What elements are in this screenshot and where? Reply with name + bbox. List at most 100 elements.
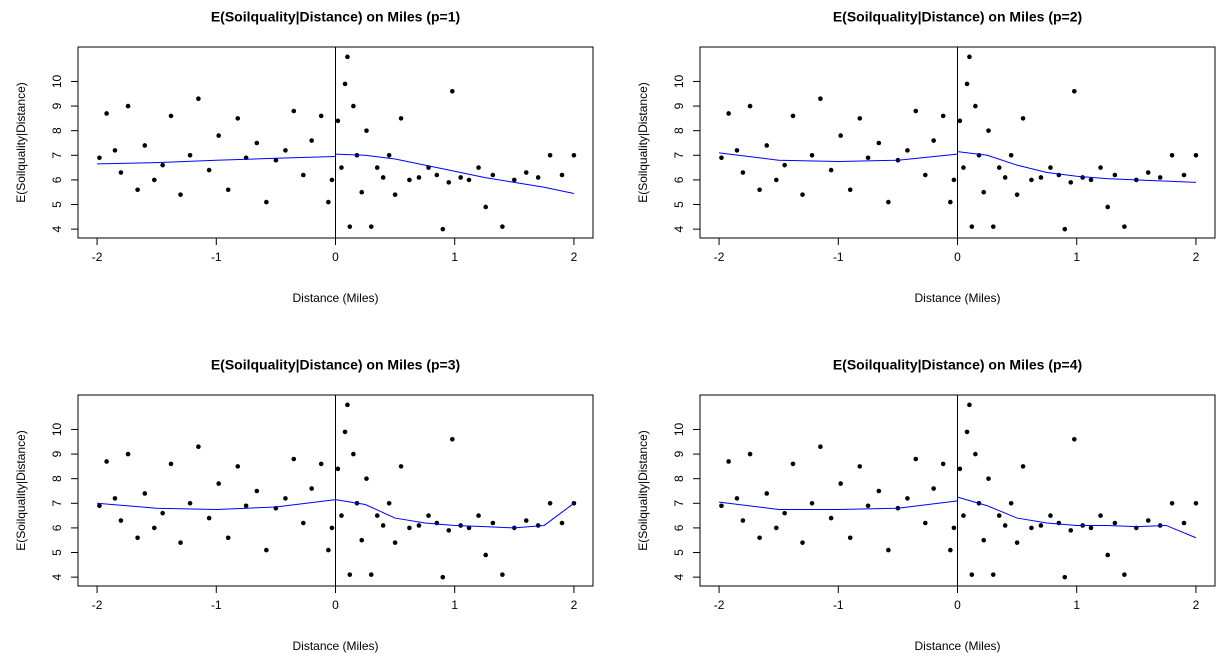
- point: [335, 118, 341, 124]
- point: [264, 547, 269, 553]
- point: [104, 459, 109, 464]
- point: [151, 525, 157, 531]
- point: [206, 515, 212, 521]
- chart-title: E(Soilquality|Distance) on Miles (p=4): [833, 357, 1082, 373]
- point: [364, 476, 369, 481]
- point: [809, 152, 815, 158]
- point: [790, 461, 796, 467]
- x-tick-label: 2: [1193, 598, 1200, 612]
- point: [734, 496, 740, 501]
- point: [961, 513, 966, 518]
- fit-line: [719, 496, 1197, 539]
- point: [913, 456, 919, 462]
- panel: E(Soilquality|Distance) on Miles (p=1) Di…: [14, 9, 594, 305]
- point: [719, 503, 724, 509]
- point: [828, 515, 834, 521]
- chart-title: E(Soilquality|Distance) on Miles (p=2): [833, 9, 1082, 25]
- panel: E(Soilquality|Distance) on Miles (p=4) Di…: [636, 357, 1216, 653]
- point: [329, 525, 335, 531]
- point: [118, 170, 124, 175]
- point: [1072, 89, 1077, 94]
- point: [351, 451, 356, 457]
- point: [1169, 152, 1175, 158]
- x-tick-label: 1: [451, 250, 458, 264]
- point: [973, 103, 978, 109]
- point: [948, 547, 953, 553]
- y-tick-label: 9: [672, 450, 686, 457]
- point: [1157, 175, 1163, 180]
- y-tick-label: 10: [50, 74, 64, 88]
- point: [1008, 152, 1014, 158]
- point: [757, 535, 762, 541]
- point: [1002, 523, 1008, 528]
- x-tick-label: 2: [571, 250, 578, 264]
- y-tick-label: 6: [672, 524, 686, 531]
- point: [876, 140, 882, 146]
- point: [339, 513, 344, 518]
- point: [380, 523, 386, 528]
- point: [1038, 175, 1044, 180]
- point: [345, 54, 350, 60]
- point: [964, 429, 970, 435]
- point: [196, 444, 201, 449]
- point: [1029, 177, 1034, 183]
- point: [309, 486, 314, 491]
- x-tick-label: 2: [571, 598, 578, 612]
- point: [1072, 437, 1077, 442]
- point: [1105, 552, 1111, 558]
- point: [450, 89, 455, 94]
- point: [757, 187, 762, 193]
- point: [476, 513, 481, 518]
- point: [364, 128, 369, 133]
- point: [168, 113, 174, 119]
- point: [142, 143, 148, 148]
- x-tick-label: -2: [714, 250, 725, 264]
- point: [97, 155, 102, 161]
- point: [1038, 523, 1044, 528]
- point: [407, 177, 412, 183]
- point: [329, 177, 335, 183]
- y-tick-label: 10: [50, 422, 64, 436]
- point: [374, 165, 380, 170]
- point: [1020, 116, 1026, 121]
- y-tick-label: 4: [50, 573, 64, 580]
- point: [386, 500, 392, 506]
- point: [886, 547, 891, 553]
- point: [178, 540, 183, 545]
- point: [782, 162, 787, 168]
- point: [1088, 177, 1094, 183]
- point: [335, 466, 341, 472]
- y-tick-label: 5: [672, 549, 686, 556]
- fit-line: [97, 499, 575, 529]
- point: [368, 224, 374, 229]
- point: [225, 187, 231, 193]
- x-tick-label: 0: [332, 250, 339, 264]
- point: [1048, 513, 1053, 518]
- y-tick-label: 9: [672, 102, 686, 109]
- point: [940, 113, 946, 119]
- point: [426, 513, 431, 518]
- chart-title: E(Soilquality|Distance) on Miles (p=1): [211, 9, 460, 25]
- point: [961, 165, 966, 170]
- point: [104, 111, 109, 116]
- point: [359, 189, 365, 195]
- point: [386, 152, 392, 158]
- point: [347, 572, 353, 577]
- x-tick-label: -1: [211, 598, 222, 612]
- point: [347, 224, 353, 229]
- y-tick-label: 4: [50, 225, 64, 232]
- point: [940, 461, 946, 467]
- point: [1193, 152, 1199, 158]
- panel: E(Soilquality|Distance) on Miles (p=2) Di…: [636, 9, 1216, 305]
- point: [986, 128, 991, 133]
- point: [392, 540, 398, 545]
- point: [500, 572, 505, 577]
- point: [1062, 574, 1068, 580]
- point: [818, 96, 823, 101]
- point: [125, 103, 131, 109]
- point: [407, 525, 412, 531]
- point: [865, 503, 871, 509]
- point: [512, 177, 517, 183]
- panel: E(Soilquality|Distance) on Miles (p=3) Di…: [14, 357, 594, 653]
- point: [235, 116, 241, 121]
